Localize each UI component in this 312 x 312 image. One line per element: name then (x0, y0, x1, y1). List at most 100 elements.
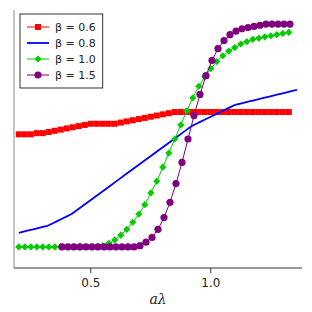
series-line (19, 90, 297, 233)
marker (136, 116, 142, 122)
marker (208, 57, 215, 64)
x-tick (210, 268, 211, 273)
marker (135, 210, 142, 217)
marker (286, 20, 293, 27)
marker (171, 135, 178, 142)
legend-marker (35, 24, 41, 30)
x-tick-label: 0.5 (81, 276, 100, 290)
legend-label: β = 0.6 (55, 21, 96, 34)
marker (94, 121, 100, 127)
marker (28, 131, 34, 137)
marker (190, 112, 197, 119)
marker (40, 130, 46, 136)
marker (100, 121, 106, 127)
marker (261, 33, 268, 40)
marker (238, 109, 244, 115)
marker (214, 45, 221, 52)
marker (16, 131, 22, 137)
marker (237, 40, 244, 47)
marker (172, 180, 179, 187)
marker (196, 91, 203, 98)
marker (268, 109, 274, 115)
marker (117, 232, 124, 239)
marker (250, 23, 257, 30)
marker (159, 164, 166, 171)
marker (129, 219, 136, 226)
marker (273, 31, 280, 38)
marker (64, 125, 70, 131)
marker (70, 124, 76, 130)
marker (219, 52, 226, 59)
marker (160, 214, 167, 221)
x-tick-label: 1.0 (201, 276, 220, 290)
series (15, 29, 292, 251)
marker (52, 128, 58, 134)
marker (208, 109, 214, 115)
series (19, 90, 297, 233)
marker (88, 121, 94, 127)
marker (249, 36, 256, 43)
marker (267, 32, 274, 39)
legend-marker (34, 71, 41, 78)
series-line (19, 112, 289, 134)
x-tick (90, 268, 91, 273)
marker (243, 38, 250, 45)
marker (166, 199, 173, 206)
marker (178, 109, 184, 115)
marker (231, 44, 238, 51)
marker (154, 226, 161, 233)
marker (262, 109, 268, 115)
legend-label: β = 0.8 (55, 37, 96, 50)
marker (148, 234, 155, 241)
marker (244, 24, 251, 31)
legend-label: β = 1.5 (55, 69, 96, 82)
marker (141, 201, 148, 208)
marker (123, 226, 130, 233)
marker (183, 107, 190, 114)
marker (189, 94, 196, 101)
marker (142, 239, 149, 246)
marker (250, 109, 256, 115)
marker (130, 117, 136, 123)
marker (256, 22, 263, 29)
y-axis-line (14, 10, 15, 268)
marker (106, 121, 112, 127)
marker (178, 159, 185, 166)
marker (166, 110, 172, 116)
marker (232, 109, 238, 115)
series-line (19, 32, 289, 247)
chart: 0.5 1.0 aλ β = 0.6 β = 0.8 β = 1.0 β = 1.5 (0, 0, 312, 312)
marker (147, 189, 154, 196)
legend-label: β = 1.0 (55, 53, 96, 66)
x-axis-label: aλ (149, 291, 166, 307)
legend-marker (34, 55, 41, 62)
marker (220, 37, 227, 44)
legend-swatch (27, 42, 49, 44)
marker (165, 149, 172, 156)
series (16, 109, 292, 137)
marker (256, 109, 262, 115)
marker (124, 118, 130, 124)
marker (153, 178, 160, 185)
marker (177, 121, 184, 128)
marker (160, 111, 166, 117)
marker (202, 109, 208, 115)
legend-box (20, 14, 103, 88)
marker (76, 123, 82, 129)
marker (172, 109, 178, 115)
marker (136, 242, 143, 249)
marker (286, 109, 292, 115)
marker (226, 31, 233, 38)
marker (202, 72, 209, 79)
marker (148, 114, 154, 120)
marker (130, 243, 137, 250)
marker (34, 130, 40, 136)
marker (154, 113, 160, 119)
marker (285, 29, 292, 36)
legend: β = 0.6 β = 0.8 β = 1.0 β = 1.5 (20, 14, 103, 88)
x-axis-line (14, 268, 302, 269)
marker (274, 109, 280, 115)
marker (112, 121, 118, 127)
marker (244, 109, 250, 115)
marker (82, 122, 88, 128)
